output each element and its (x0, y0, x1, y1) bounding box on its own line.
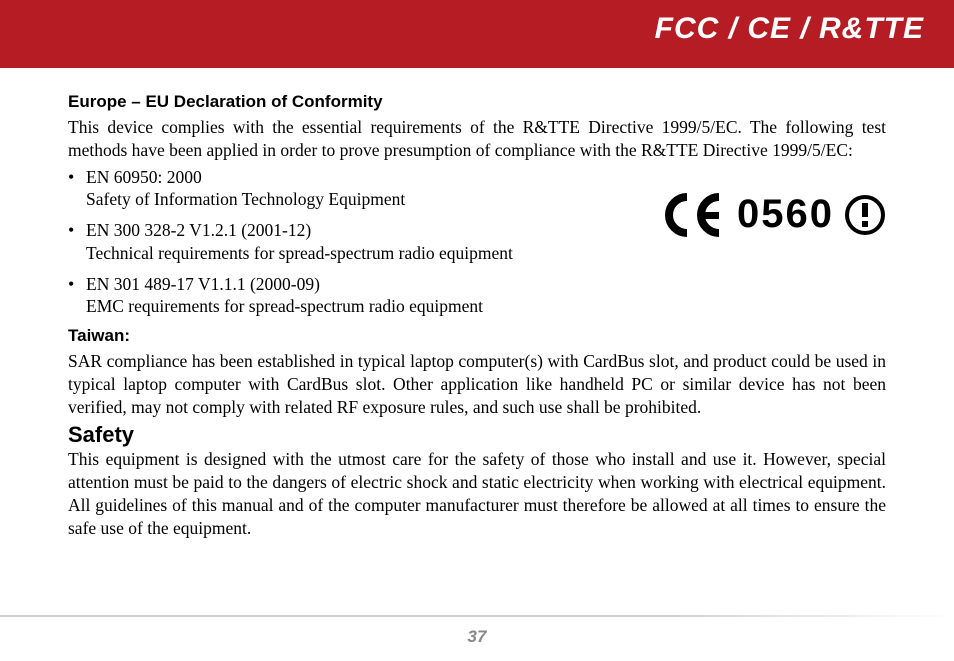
list-item: EN 301 489-17 V1.1.1 (2000-09) EMC requi… (68, 273, 886, 319)
standard-list: EN 60950: 2000 Safety of Information Tec… (68, 166, 886, 319)
ce-number: 0560 (737, 192, 834, 237)
ce-mark: 0560 (665, 192, 886, 237)
taiwan-heading: Taiwan: (68, 326, 886, 346)
taiwan-body: SAR compliance has been established in t… (68, 350, 886, 418)
standard-code: EN 300 328-2 V1.2.1 (2001-12) (86, 220, 311, 240)
ce-icon (665, 193, 727, 237)
standard-code: EN 60950: 2000 (86, 167, 202, 187)
standard-desc: Technical requirements for spread-spectr… (86, 242, 886, 265)
safety-body: This equipment is designed with the utmo… (68, 448, 886, 539)
standard-code: EN 301 489-17 V1.1.1 (2000-09) (86, 274, 320, 294)
page-number: 37 (0, 627, 954, 647)
safety-heading: Safety (68, 422, 886, 448)
europe-heading: Europe – EU Declaration of Conformity (68, 92, 886, 112)
alert-icon (844, 194, 886, 236)
header-bar: FCC / CE / R&TTE (0, 0, 954, 68)
page-title: FCC / CE / R&TTE (655, 12, 924, 46)
standard-desc: EMC requirements for spread-spectrum rad… (86, 295, 886, 318)
content-area: Europe – EU Declaration of Conformity Th… (0, 68, 954, 539)
divider (0, 615, 954, 617)
europe-intro: This device complies with the essential … (68, 116, 886, 162)
